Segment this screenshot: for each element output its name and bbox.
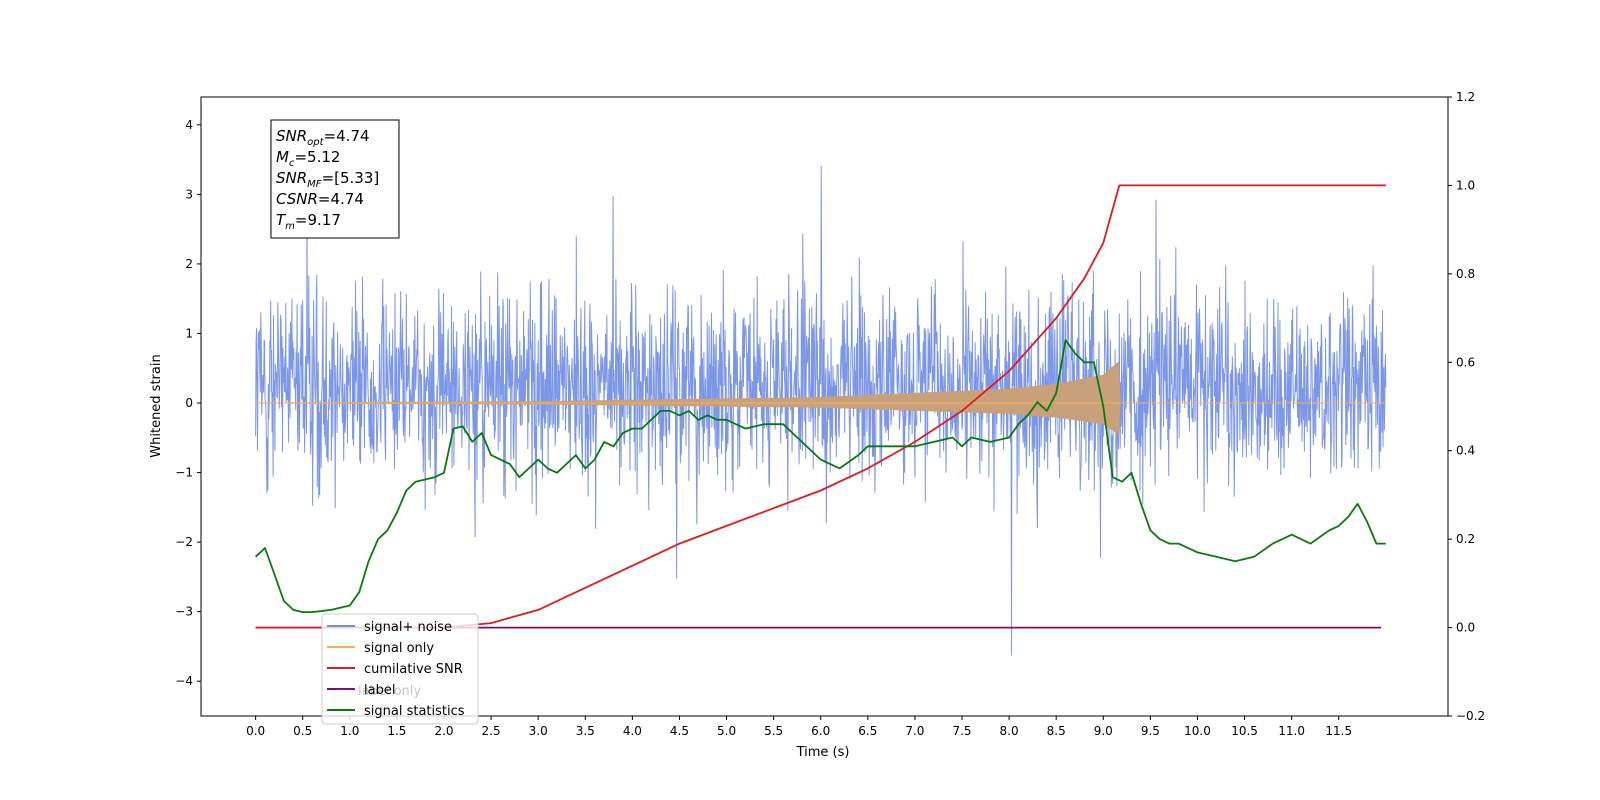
x-tick-label: 11.5 — [1325, 724, 1352, 738]
y2-tick-label: 1.2 — [1456, 90, 1475, 104]
series-signal-only — [255, 361, 1386, 435]
x-tick-label: 0.0 — [246, 724, 265, 738]
x-tick-label: 1.0 — [340, 724, 359, 738]
y2-tick-label: 0.6 — [1456, 355, 1475, 369]
legend-label: signal+ noise — [364, 620, 452, 635]
x-tick-label: 4.0 — [623, 724, 642, 738]
plot-frame — [200, 96, 1449, 717]
x-tick-label: 9.0 — [1094, 724, 1113, 738]
x-tick-label: 2.5 — [482, 724, 501, 738]
info-line: SNRMF=[5.33] — [276, 169, 379, 190]
info-box-frame — [270, 119, 400, 239]
x-axis: 0.0 0.5 1.0 1.5 2.0 2.5 3.0 3.5 4.0 4.5 5.0 5.5 6.0 6… — [246, 716, 1352, 738]
y-tick-label: 0 — [185, 396, 193, 410]
x-tick-label: 7.5 — [952, 724, 971, 738]
x-tick-label: 6.0 — [811, 724, 830, 738]
y-axis-right: 1.2 1.0 0.8 0.6 0.4 0.2 0.0 −0.2 — [1448, 90, 1485, 723]
y2-tick-label: 0.2 — [1456, 532, 1475, 546]
legend-frame — [321, 613, 479, 725]
x-tick-label: 10.5 — [1231, 724, 1258, 738]
info-line: SNRopt=4.74 — [276, 127, 370, 148]
x-tick-label: 3.0 — [529, 724, 548, 738]
x-tick-label: 1.5 — [387, 724, 406, 738]
x-tick-label: 0.5 — [293, 724, 312, 738]
series-signal-noise — [255, 165, 1387, 656]
x-tick-label: 5.0 — [717, 724, 736, 738]
x-tick-label: 3.5 — [576, 724, 595, 738]
y-axis-label: Whitened strain — [149, 354, 164, 457]
y-tick-label: 1 — [185, 326, 193, 340]
y-tick-label: −4 — [175, 674, 193, 688]
x-tick-label: 2.0 — [434, 724, 453, 738]
info-line: Mc=5.12 — [276, 148, 340, 169]
y-tick-label: −2 — [175, 535, 193, 549]
series-layer — [254, 165, 1387, 656]
x-tick-label: 6.5 — [858, 724, 877, 738]
series-signal-statistics — [254, 339, 1386, 613]
y-tick-label: −3 — [175, 605, 193, 619]
x-tick-label: 5.5 — [764, 724, 783, 738]
y-tick-label: 3 — [185, 187, 193, 201]
info-line: CSNR=4.74 — [276, 190, 364, 208]
x-tick-label: 8.0 — [1000, 724, 1019, 738]
legend-label: signal statistics — [364, 704, 465, 719]
x-tick-label: 4.5 — [670, 724, 689, 738]
y-tick-label: 2 — [185, 257, 193, 271]
series-cumulative-snr — [255, 184, 1386, 629]
legend-label: cumilative SNR — [364, 662, 463, 677]
info-line: Tm=9.17 — [276, 211, 341, 232]
y2-tick-label: −0.2 — [1456, 709, 1485, 723]
x-tick-label: 10.0 — [1184, 724, 1211, 738]
legend-label: label — [364, 683, 395, 698]
x-tick-label: 8.5 — [1047, 724, 1066, 738]
x-axis-label: Time (s) — [796, 745, 850, 760]
y2-tick-label: 0.4 — [1456, 444, 1475, 458]
y-axis-left: 4 3 2 1 0 −1 −2 −3 −4 — [175, 118, 201, 688]
y2-tick-label: 0.0 — [1456, 621, 1475, 635]
y-tick-label: 4 — [185, 118, 193, 132]
legend-label: signal only — [364, 641, 434, 656]
y2-tick-label: 1.0 — [1456, 178, 1475, 192]
x-tick-label: 9.5 — [1141, 724, 1160, 738]
x-tick-label: 11.0 — [1278, 724, 1305, 738]
y-tick-label: −1 — [175, 466, 193, 480]
y2-tick-label: 0.8 — [1456, 267, 1475, 281]
legend-hidden-text: label only — [358, 684, 421, 699]
legend: label only signal+ noise signal only cumila… — [321, 613, 479, 725]
x-tick-label: 7.0 — [905, 724, 924, 738]
